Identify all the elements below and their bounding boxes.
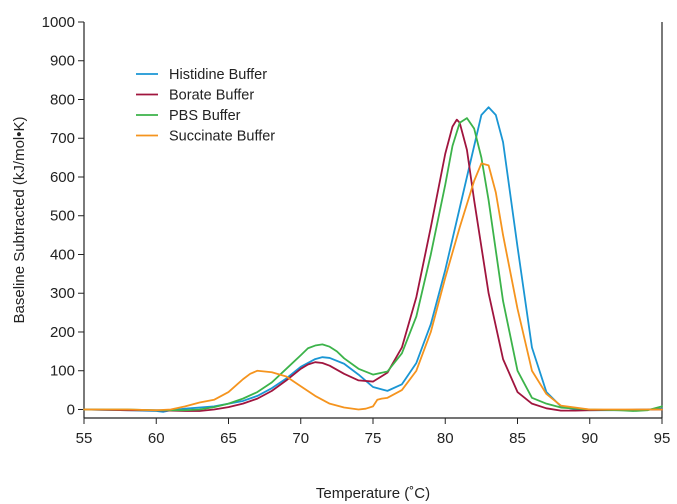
series-line-1 xyxy=(83,118,663,412)
x-tick-label: 55 xyxy=(76,430,93,447)
chart-axes: 0 100 200 300 400 500 600 700 800 900 1000 55 60 65 70… xyxy=(42,14,671,447)
legend-label-3: Succinate Buffer xyxy=(169,129,275,145)
series-line-2 xyxy=(83,117,663,412)
x-tick-label: 80 xyxy=(437,430,454,447)
y-tick-label: 600 xyxy=(50,169,75,186)
x-tick-label: 75 xyxy=(365,430,382,447)
x-axis-title: Temperature (˚C) xyxy=(316,485,430,502)
legend-label-1: Borate Buffer xyxy=(169,88,254,104)
y-axis-title: Baseline Subtracted (kJ/mol•K) xyxy=(11,116,28,323)
y-tick-label: 800 xyxy=(50,91,75,108)
y-tick-label: 200 xyxy=(50,324,75,341)
x-tick-label: 95 xyxy=(654,430,671,447)
y-tick-label: 400 xyxy=(50,246,75,263)
legend-label-2: PBS Buffer xyxy=(169,108,241,124)
series-line-0 xyxy=(83,106,663,413)
legend-label-0: Histidine Buffer xyxy=(169,67,267,83)
y-tick-label: 700 xyxy=(50,130,75,147)
chart-legend: Histidine Buffer Borate Buffer PBS Buffer S… xyxy=(136,67,275,145)
series-line-3 xyxy=(83,162,663,412)
y-tick-label: 0 xyxy=(67,401,75,418)
y-tick-label: 300 xyxy=(50,285,75,302)
y-tick-label: 900 xyxy=(50,53,75,70)
y-tick-label: 1000 xyxy=(42,14,75,31)
x-tick-label: 65 xyxy=(220,430,237,447)
y-tick-label: 500 xyxy=(50,208,75,225)
x-tick-label: 90 xyxy=(581,430,598,447)
x-tick-label: 70 xyxy=(292,430,309,447)
y-tick-label: 100 xyxy=(50,363,75,380)
chart-series-lines xyxy=(83,106,663,413)
x-tick-label: 60 xyxy=(148,430,165,447)
x-tick-label: 85 xyxy=(509,430,526,447)
